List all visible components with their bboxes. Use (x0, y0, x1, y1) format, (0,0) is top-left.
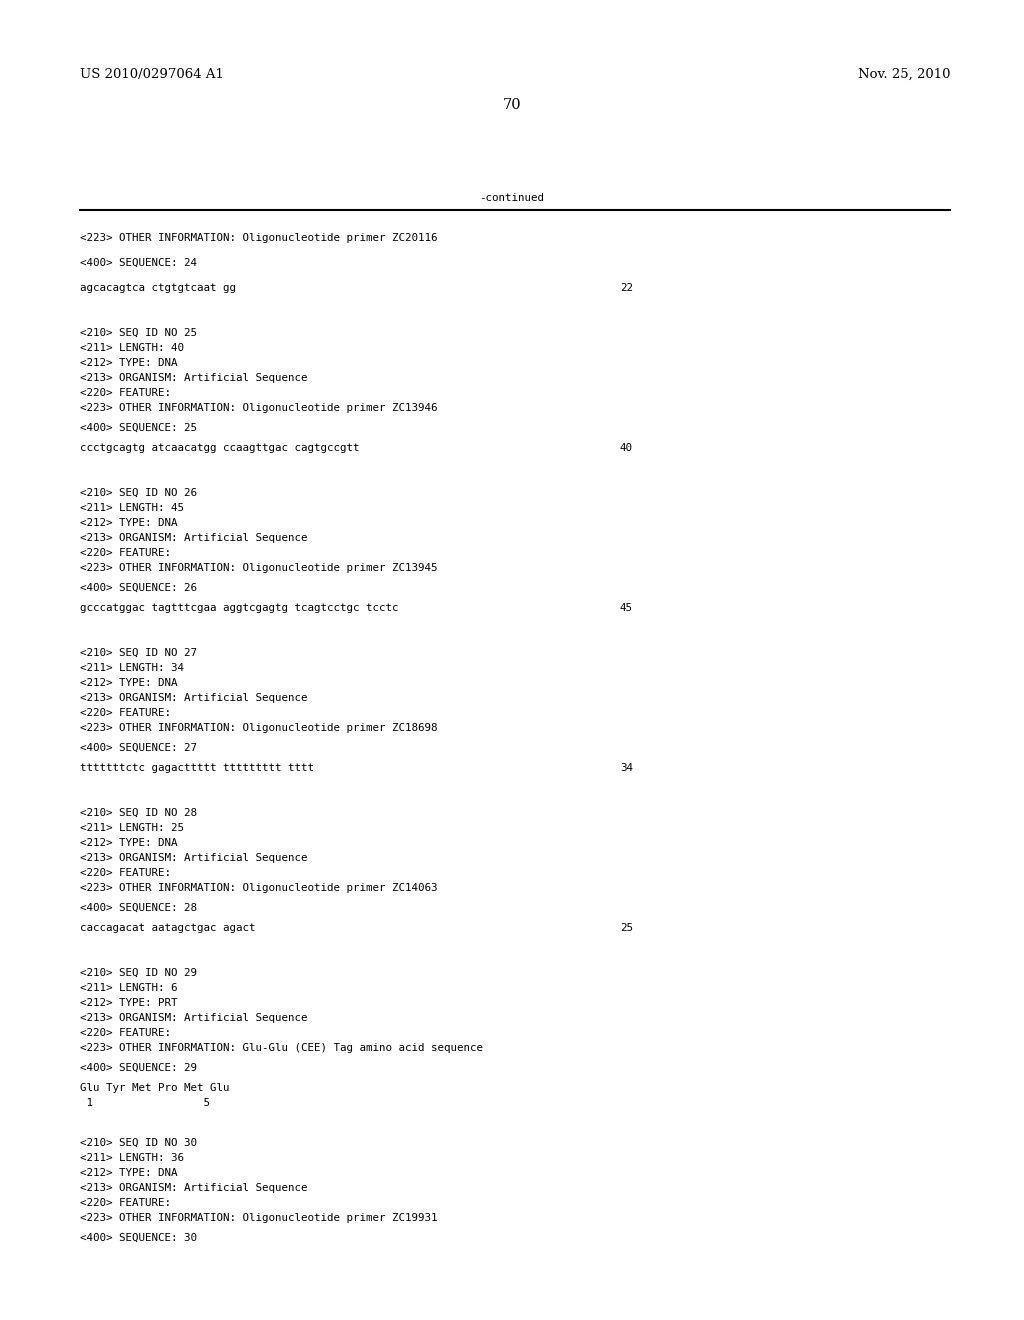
Text: <213> ORGANISM: Artificial Sequence: <213> ORGANISM: Artificial Sequence (80, 533, 307, 543)
Text: <223> OTHER INFORMATION: Oligonucleotide primer ZC14063: <223> OTHER INFORMATION: Oligonucleotide… (80, 883, 437, 894)
Text: <210> SEQ ID NO 30: <210> SEQ ID NO 30 (80, 1138, 197, 1148)
Text: <212> TYPE: PRT: <212> TYPE: PRT (80, 998, 177, 1008)
Text: 1                 5: 1 5 (80, 1098, 210, 1107)
Text: <212> TYPE: DNA: <212> TYPE: DNA (80, 838, 177, 847)
Text: <212> TYPE: DNA: <212> TYPE: DNA (80, 517, 177, 528)
Text: <211> LENGTH: 36: <211> LENGTH: 36 (80, 1152, 184, 1163)
Text: <400> SEQUENCE: 27: <400> SEQUENCE: 27 (80, 743, 197, 752)
Text: <211> LENGTH: 40: <211> LENGTH: 40 (80, 343, 184, 352)
Text: Glu Tyr Met Pro Met Glu: Glu Tyr Met Pro Met Glu (80, 1082, 229, 1093)
Text: gcccatggac tagtttcgaa aggtcgagtg tcagtcctgc tcctc: gcccatggac tagtttcgaa aggtcgagtg tcagtcc… (80, 603, 398, 612)
Text: <213> ORGANISM: Artificial Sequence: <213> ORGANISM: Artificial Sequence (80, 1183, 307, 1193)
Text: <400> SEQUENCE: 30: <400> SEQUENCE: 30 (80, 1233, 197, 1243)
Text: <213> ORGANISM: Artificial Sequence: <213> ORGANISM: Artificial Sequence (80, 374, 307, 383)
Text: <223> OTHER INFORMATION: Oligonucleotide primer ZC13945: <223> OTHER INFORMATION: Oligonucleotide… (80, 564, 437, 573)
Text: <213> ORGANISM: Artificial Sequence: <213> ORGANISM: Artificial Sequence (80, 853, 307, 863)
Text: caccagacat aatagctgac agact: caccagacat aatagctgac agact (80, 923, 256, 933)
Text: 45: 45 (620, 603, 633, 612)
Text: <223> OTHER INFORMATION: Glu-Glu (CEE) Tag amino acid sequence: <223> OTHER INFORMATION: Glu-Glu (CEE) T… (80, 1043, 483, 1053)
Text: <223> OTHER INFORMATION: Oligonucleotide primer ZC20116: <223> OTHER INFORMATION: Oligonucleotide… (80, 234, 437, 243)
Text: <220> FEATURE:: <220> FEATURE: (80, 869, 171, 878)
Text: <210> SEQ ID NO 27: <210> SEQ ID NO 27 (80, 648, 197, 657)
Text: <220> FEATURE:: <220> FEATURE: (80, 388, 171, 399)
Text: <212> TYPE: DNA: <212> TYPE: DNA (80, 678, 177, 688)
Text: <211> LENGTH: 34: <211> LENGTH: 34 (80, 663, 184, 673)
Text: <210> SEQ ID NO 29: <210> SEQ ID NO 29 (80, 968, 197, 978)
Text: tttttttctc gagacttttt ttttttttt tttt: tttttttctc gagacttttt ttttttttt tttt (80, 763, 314, 774)
Text: <211> LENGTH: 6: <211> LENGTH: 6 (80, 983, 177, 993)
Text: <212> TYPE: DNA: <212> TYPE: DNA (80, 358, 177, 368)
Text: <213> ORGANISM: Artificial Sequence: <213> ORGANISM: Artificial Sequence (80, 693, 307, 704)
Text: agcacagtca ctgtgtcaat gg: agcacagtca ctgtgtcaat gg (80, 282, 236, 293)
Text: <220> FEATURE:: <220> FEATURE: (80, 548, 171, 558)
Text: <223> OTHER INFORMATION: Oligonucleotide primer ZC13946: <223> OTHER INFORMATION: Oligonucleotide… (80, 403, 437, 413)
Text: <400> SEQUENCE: 29: <400> SEQUENCE: 29 (80, 1063, 197, 1073)
Text: Nov. 25, 2010: Nov. 25, 2010 (857, 69, 950, 81)
Text: <210> SEQ ID NO 26: <210> SEQ ID NO 26 (80, 488, 197, 498)
Text: <220> FEATURE:: <220> FEATURE: (80, 708, 171, 718)
Text: 40: 40 (620, 444, 633, 453)
Text: <223> OTHER INFORMATION: Oligonucleotide primer ZC19931: <223> OTHER INFORMATION: Oligonucleotide… (80, 1213, 437, 1224)
Text: <210> SEQ ID NO 28: <210> SEQ ID NO 28 (80, 808, 197, 818)
Text: 34: 34 (620, 763, 633, 774)
Text: US 2010/0297064 A1: US 2010/0297064 A1 (80, 69, 224, 81)
Text: <400> SEQUENCE: 25: <400> SEQUENCE: 25 (80, 422, 197, 433)
Text: <213> ORGANISM: Artificial Sequence: <213> ORGANISM: Artificial Sequence (80, 1012, 307, 1023)
Text: <220> FEATURE:: <220> FEATURE: (80, 1028, 171, 1038)
Text: 25: 25 (620, 923, 633, 933)
Text: <223> OTHER INFORMATION: Oligonucleotide primer ZC18698: <223> OTHER INFORMATION: Oligonucleotide… (80, 723, 437, 733)
Text: -continued: -continued (479, 193, 545, 203)
Text: <400> SEQUENCE: 24: <400> SEQUENCE: 24 (80, 257, 197, 268)
Text: 70: 70 (503, 98, 521, 112)
Text: <211> LENGTH: 25: <211> LENGTH: 25 (80, 822, 184, 833)
Text: 22: 22 (620, 282, 633, 293)
Text: <400> SEQUENCE: 28: <400> SEQUENCE: 28 (80, 903, 197, 913)
Text: <210> SEQ ID NO 25: <210> SEQ ID NO 25 (80, 327, 197, 338)
Text: ccctgcagtg atcaacatgg ccaagttgac cagtgccgtt: ccctgcagtg atcaacatgg ccaagttgac cagtgcc… (80, 444, 359, 453)
Text: <211> LENGTH: 45: <211> LENGTH: 45 (80, 503, 184, 513)
Text: <220> FEATURE:: <220> FEATURE: (80, 1199, 171, 1208)
Text: <212> TYPE: DNA: <212> TYPE: DNA (80, 1168, 177, 1177)
Text: <400> SEQUENCE: 26: <400> SEQUENCE: 26 (80, 583, 197, 593)
